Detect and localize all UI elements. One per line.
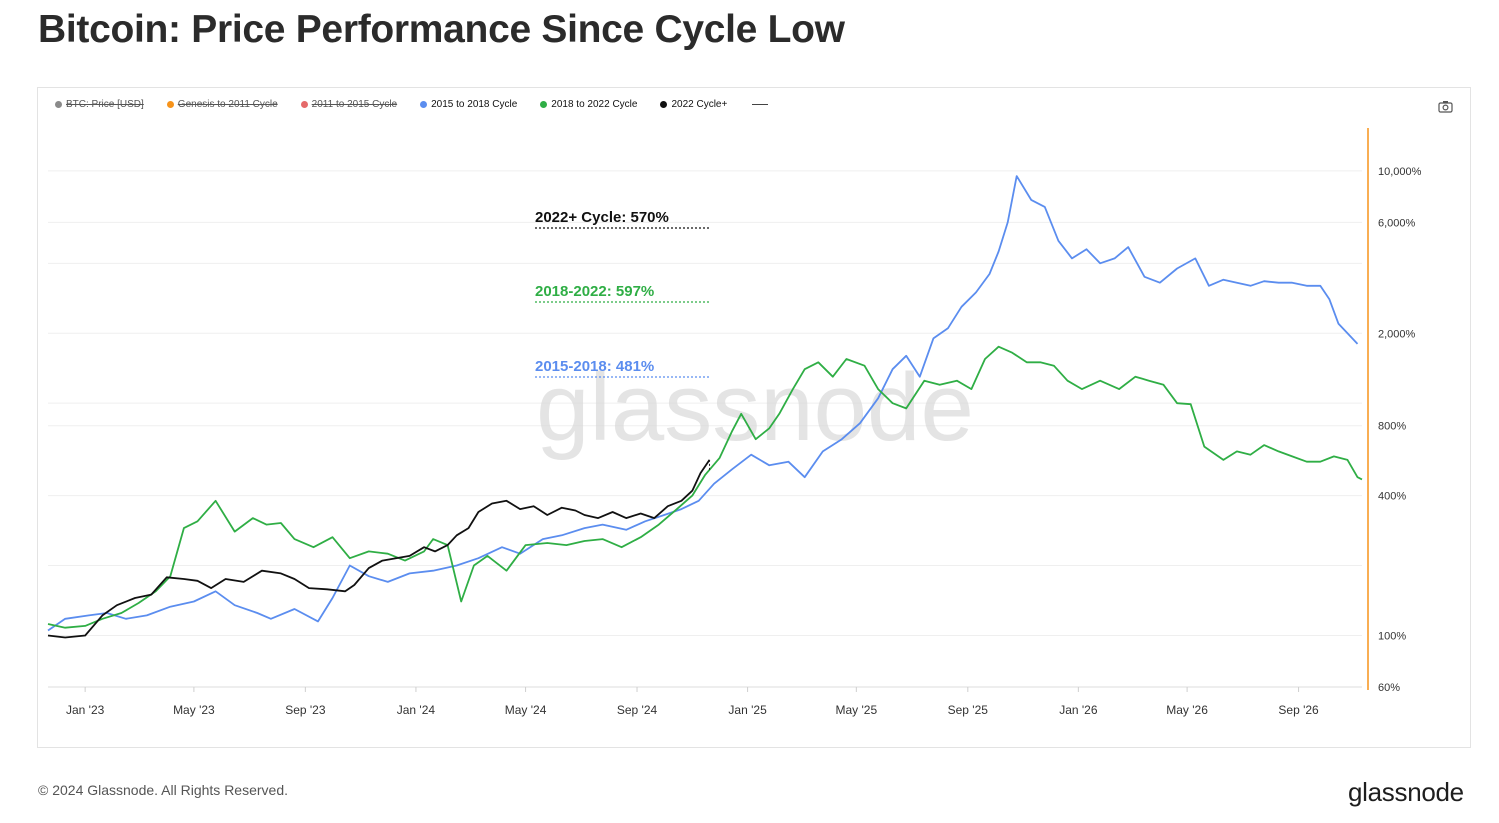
x-tick-label: Jan '23: [66, 703, 105, 717]
legend-dot-icon: [540, 100, 548, 108]
chart-legend: BTC: Price [USD] Genesis to 2011 Cycle 2…: [55, 97, 791, 111]
chart-panel: [37, 87, 1471, 748]
camera-icon[interactable]: [1438, 100, 1453, 113]
annotation-label: 2018-2022: 597%: [535, 283, 654, 300]
legend-label: 2011 to 2015 Cycle: [311, 98, 398, 110]
dash-icon: [752, 103, 769, 105]
legend-item-2018-2022[interactable]: 2018 to 2022 Cycle: [540, 99, 637, 110]
x-tick-label: May '23: [173, 703, 215, 717]
x-tick-label: Sep '26: [1278, 703, 1319, 717]
brand-logo-text: glassnode: [1348, 777, 1464, 807]
x-tick-label: Sep '23: [285, 703, 326, 717]
x-tick-label: Jan '25: [728, 703, 767, 717]
series-line: [47, 459, 711, 639]
legend-item-genesis-2011[interactable]: Genesis to 2011 Cycle: [166, 98, 278, 110]
page-title: Bitcoin: Price Performance Since Cycle L…: [38, 8, 845, 51]
y-tick-label: 10,000%: [1378, 166, 1422, 178]
legend-item-2015-2018[interactable]: 2015 to 2018 Cycle: [420, 99, 517, 110]
series-line: [47, 345, 1363, 629]
legend-label: 2015 to 2018 Cycle: [431, 98, 518, 110]
x-tick-label: Jan '24: [397, 703, 436, 717]
legend-item-btc-price[interactable]: BTC: Price [USD]: [55, 99, 144, 110]
annotation-label: 2022+ Cycle: 570%: [535, 209, 669, 226]
legend-dot-icon: [300, 100, 308, 108]
y-tick-label: 60%: [1378, 682, 1400, 694]
legend-item-2022-cycle[interactable]: 2022 Cycle+: [660, 99, 727, 110]
x-tick-label: May '24: [505, 703, 547, 717]
y-tick-label: 800%: [1378, 421, 1406, 433]
watermark: glassnode: [536, 354, 974, 461]
x-tick-label: May '25: [836, 703, 878, 717]
series-line: [47, 175, 1359, 632]
legend-dot-icon: [660, 100, 668, 108]
x-tick-label: May '26: [1166, 703, 1208, 717]
legend-label: 2022 Cycle+: [671, 98, 728, 110]
y-tick-label: 100%: [1378, 630, 1406, 642]
annotation-label: 2015-2018: 481%: [535, 358, 654, 375]
legend-label: 2018 to 2022 Cycle: [551, 98, 638, 110]
y-tick-label: 6,000%: [1378, 217, 1416, 229]
x-tick-label: Sep '25: [948, 703, 989, 717]
legend-dot-icon: [55, 100, 62, 108]
x-tick-label: Sep '24: [617, 703, 658, 717]
copyright-text: © 2024 Glassnode. All Rights Reserved.: [38, 782, 289, 798]
y-tick-label: 2,000%: [1378, 328, 1416, 340]
legend-dot-icon: [166, 100, 174, 108]
legend-more-toggle[interactable]: [750, 103, 769, 105]
legend-label: BTC: Price [USD]: [66, 98, 144, 110]
legend-label: Genesis to 2011 Cycle: [177, 98, 278, 110]
legend-item-2011-2015[interactable]: 2011 to 2015 Cycle: [300, 98, 398, 110]
y-tick-label: 400%: [1378, 491, 1406, 503]
legend-dot-icon: [420, 100, 428, 108]
x-tick-label: Jan '26: [1059, 703, 1098, 717]
